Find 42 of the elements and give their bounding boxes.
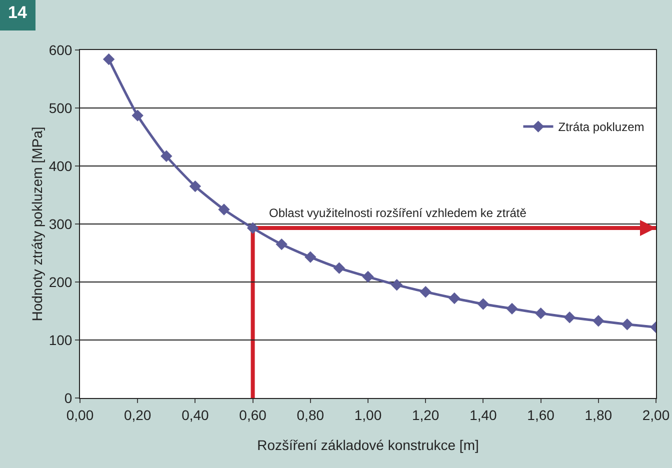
x-tick-label: 1,20 [412,406,440,423]
point [420,286,432,298]
ref-line-label: Oblast využitelnosti rozšíření vzhledem ke ztrátě [269,206,527,220]
legend-label: Ztráta pokluzem [558,120,644,134]
x-tick-label: 2,00 [642,406,670,423]
x-tick-label: 0,40 [182,406,210,423]
point [448,292,460,304]
x-tick-label: 0,00 [66,406,94,423]
x-tick-label: 0,80 [296,406,324,423]
x-tick-label: 0,20 [124,406,152,423]
point [304,251,316,263]
point [477,298,490,310]
point [189,180,202,192]
point [333,262,346,274]
point [102,53,115,66]
point [390,279,403,291]
x-tick-label: 1,40 [470,406,498,423]
point [534,307,547,320]
y-tick-label: 500 [48,100,72,116]
point [246,222,259,234]
y-tick-label: 100 [48,332,72,348]
point [564,312,576,324]
x-tick-label: 1,80 [584,406,612,423]
y-tick-label: 300 [48,216,72,232]
point [506,302,518,315]
y-tick-label: 600 [48,42,72,58]
x-tick-label: 1,60 [527,406,555,423]
y-tick-label: 400 [48,158,72,174]
point [132,110,144,122]
x-tick-label: 0,60 [239,406,267,423]
y-tick-label: 0 [64,390,72,406]
x-tick-label: 1,00 [354,406,382,423]
point [276,238,288,250]
point [621,318,634,330]
x-axis-title: Rozšíření základové konstrukce [m] [257,437,479,453]
point [362,270,374,283]
y-tick-label: 200 [48,274,72,290]
y-axis-title: Hodnoty ztráty pokluzem [MPa] [29,126,45,322]
point [592,315,604,327]
chart-title: 14 [8,3,28,22]
point [160,150,172,162]
point [218,204,230,216]
